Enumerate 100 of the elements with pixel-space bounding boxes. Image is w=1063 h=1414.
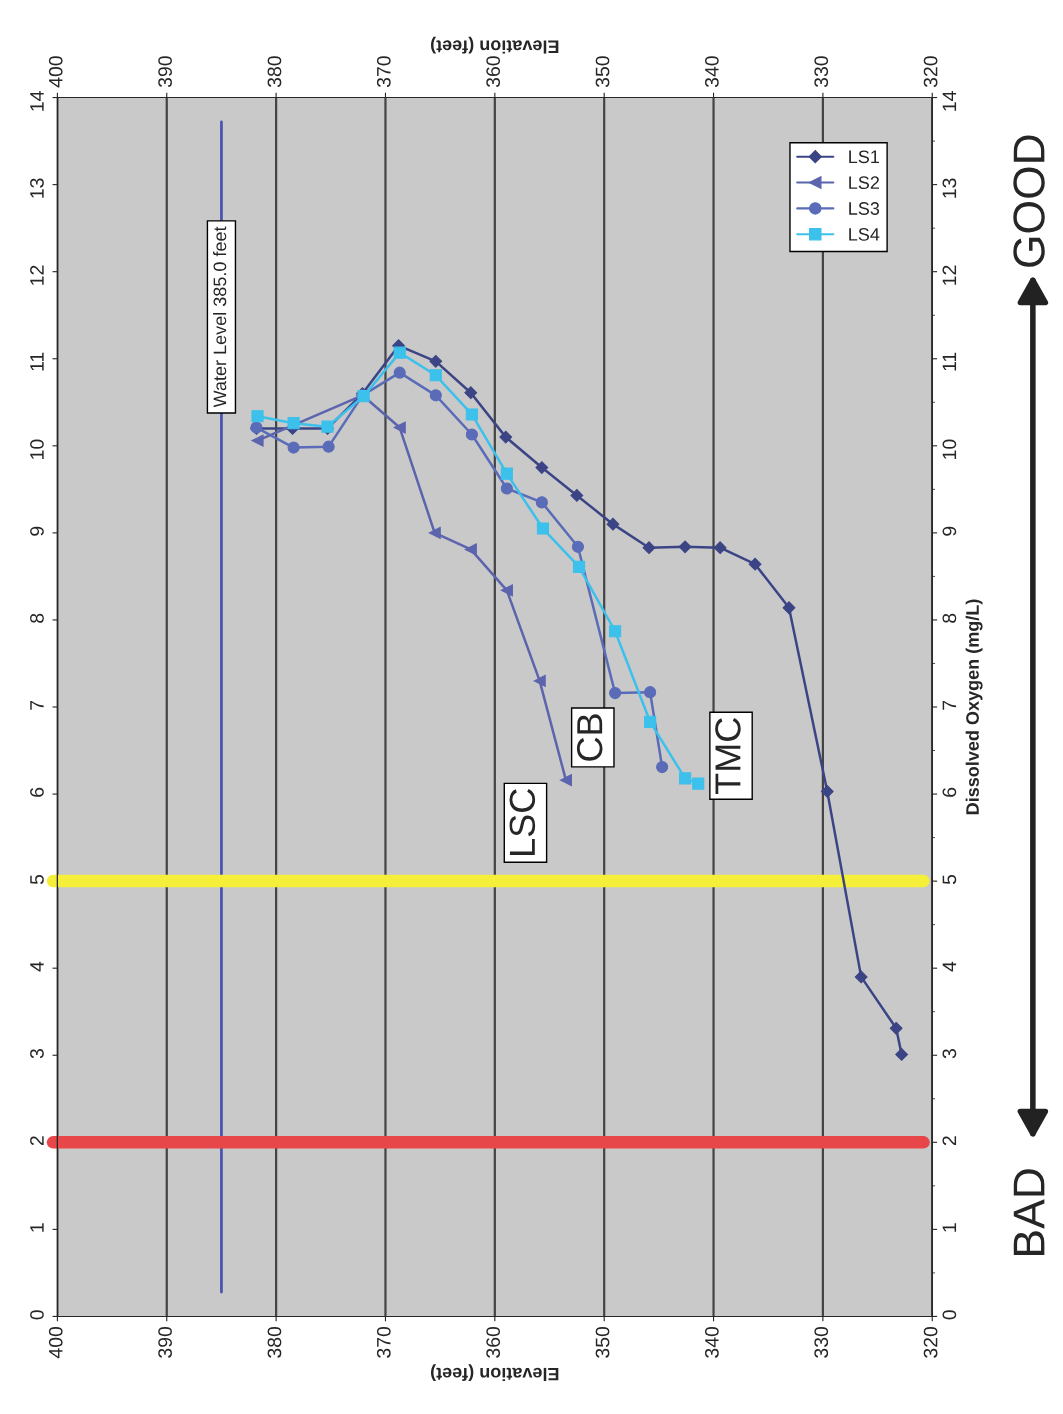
point — [572, 560, 586, 573]
legend-label: LS1 — [849, 150, 880, 164]
y2-tick-label: 0 — [942, 1310, 957, 1320]
x-tick-label: 360 — [486, 56, 501, 88]
point — [692, 777, 705, 790]
annotation: LSC — [509, 789, 536, 855]
y-tick-label: 5 — [30, 874, 44, 885]
y-tick-label: 1 — [30, 1223, 44, 1232]
x2-tick-label: 320 — [923, 1326, 938, 1358]
y-tick-label: 9 — [30, 526, 44, 536]
point — [393, 346, 406, 359]
point — [536, 522, 550, 535]
y2-tick-label: 13 — [942, 178, 957, 198]
legend-label: LS4 — [849, 227, 880, 241]
x2-tick-label: 400 — [48, 1326, 63, 1359]
y-tick-label: 3 — [30, 1049, 44, 1059]
x-tick-label: 370 — [376, 56, 391, 88]
y-tick-label: 2 — [30, 1136, 44, 1146]
x2-tick-label: 390 — [158, 1326, 172, 1358]
point — [606, 517, 620, 531]
y2-tick-label: 8 — [942, 613, 957, 623]
point — [782, 601, 796, 615]
point — [287, 417, 300, 430]
y2-tick-label: 14 — [942, 91, 957, 111]
y-tick-label: 7 — [30, 700, 44, 710]
point — [500, 482, 513, 495]
point — [820, 785, 834, 798]
y-tick-label: 12 — [30, 265, 44, 285]
y2-tick-label: 5 — [942, 874, 957, 885]
y2-axis-title: Dissolved Oxygen (mg/L) — [965, 599, 983, 815]
x2-tick-label: 340 — [704, 1326, 719, 1358]
x2-tick-label: 380 — [267, 1326, 282, 1358]
point — [429, 354, 443, 368]
point — [429, 369, 442, 382]
point — [895, 1047, 909, 1061]
legend-label: LS3 — [849, 202, 880, 215]
text: BAD — [1013, 1169, 1045, 1255]
point — [570, 489, 584, 502]
y-tick-label: 0 — [30, 1310, 44, 1320]
y2-tick-label: 10 — [942, 439, 957, 459]
x2-tick-label: 330 — [814, 1326, 829, 1358]
x2-tick-label: 370 — [376, 1326, 391, 1358]
x-tick-label: 330 — [814, 56, 829, 88]
x2-tick-label: 350 — [595, 1326, 610, 1358]
y-tick-label: 8 — [30, 613, 44, 623]
y2-tick-label: 2 — [942, 1136, 957, 1146]
y-tick-label: 10 — [30, 439, 44, 459]
point — [500, 584, 513, 597]
legend-label: LS2 — [849, 176, 879, 190]
x-tick-label: 320 — [923, 56, 938, 88]
point — [464, 543, 477, 556]
point — [393, 421, 406, 434]
point — [429, 389, 442, 402]
point — [571, 540, 585, 553]
point — [642, 541, 656, 555]
point — [713, 541, 727, 555]
point — [499, 430, 513, 444]
point — [559, 774, 572, 787]
y2-tick-label: 1 — [942, 1223, 957, 1232]
point — [287, 441, 300, 454]
point — [251, 434, 264, 447]
y2-tick-label: 4 — [942, 961, 957, 972]
y-tick-label: 4 — [30, 961, 44, 972]
point — [533, 674, 546, 687]
x-tick-label: 340 — [704, 56, 719, 88]
point — [609, 686, 622, 700]
y-tick-label: 6 — [30, 787, 44, 797]
y2-tick-label: 6 — [942, 787, 957, 797]
y-tick-label: 11 — [30, 352, 44, 371]
point — [500, 467, 513, 480]
point — [889, 1021, 903, 1035]
y-tick-label: 14 — [30, 91, 44, 111]
point — [609, 625, 622, 638]
annotation: CB — [576, 714, 603, 761]
point — [535, 461, 549, 474]
point — [393, 366, 406, 379]
point — [428, 526, 441, 539]
point — [644, 715, 657, 728]
point — [322, 440, 335, 453]
y2-tick-label: 7 — [942, 700, 957, 710]
text: GOOD — [1013, 135, 1045, 267]
y2-tick-label: 12 — [942, 265, 957, 285]
y2-tick-label: 11 — [942, 352, 957, 371]
x-tick-label: 380 — [267, 56, 282, 88]
point — [465, 428, 478, 441]
point — [748, 557, 762, 571]
x-tick-label: 350 — [595, 56, 610, 88]
x-axis-title: Elevation (feet) — [431, 1364, 559, 1381]
point — [464, 386, 478, 400]
point — [678, 540, 692, 554]
x-tick-label: 390 — [158, 56, 172, 88]
point — [679, 772, 692, 785]
point — [644, 686, 657, 699]
point — [535, 496, 548, 509]
annotation: TMC — [715, 718, 741, 795]
y-tick-label: 13 — [30, 178, 44, 198]
y2-tick-label: 9 — [942, 526, 957, 536]
x2-axis-title: Elevation (feet) — [431, 36, 559, 54]
x2-tick-label: 360 — [486, 1326, 501, 1358]
x-tick-label: 400 — [48, 56, 63, 88]
